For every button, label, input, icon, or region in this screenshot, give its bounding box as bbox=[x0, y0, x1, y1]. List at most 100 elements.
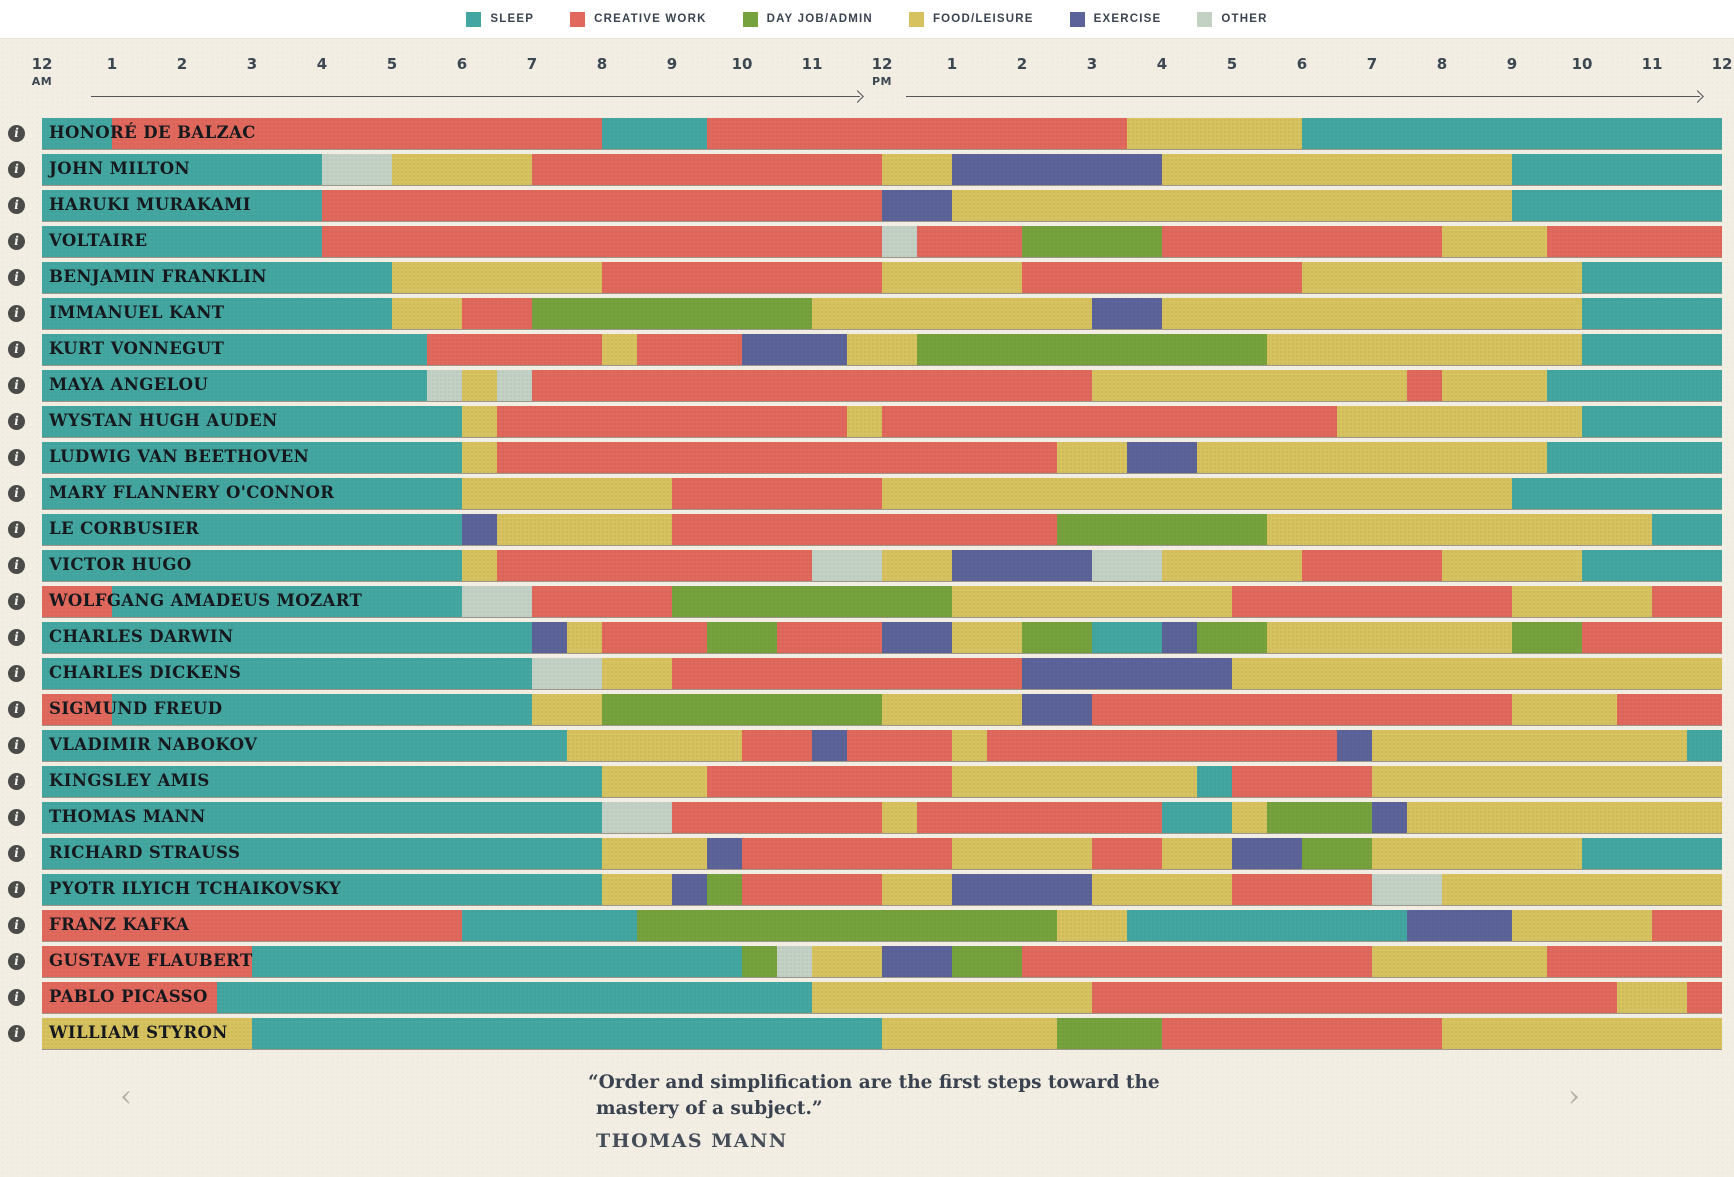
info-icon[interactable]: i bbox=[8, 701, 25, 718]
segment-sleep bbox=[1196, 766, 1232, 797]
segment-sleep bbox=[1651, 514, 1722, 545]
axis-hour-label: 12 PM bbox=[871, 55, 893, 89]
segment-food bbox=[951, 622, 1022, 653]
person-row: i KINGSLEY AMIS bbox=[0, 766, 1722, 798]
person-row: i PABLO PICASSO bbox=[0, 982, 1722, 1014]
segment-creative bbox=[916, 802, 1162, 833]
segment-other bbox=[461, 586, 532, 617]
segment-food bbox=[1231, 658, 1722, 689]
schedule-bar bbox=[42, 874, 1722, 906]
info-icon[interactable]: i bbox=[8, 953, 25, 970]
info-icon[interactable]: i bbox=[8, 521, 25, 538]
axis-hour-label: 11 bbox=[801, 55, 823, 73]
segment-food bbox=[1301, 262, 1582, 293]
axis-hour-label: 7 bbox=[526, 55, 538, 73]
info-icon[interactable]: i bbox=[8, 341, 25, 358]
segment-creative bbox=[1021, 946, 1372, 977]
info-icon[interactable]: i bbox=[8, 305, 25, 322]
person-row: i GUSTAVE FLAUBERT bbox=[0, 946, 1722, 978]
person-row: i BENJAMIN FRANKLIN bbox=[0, 262, 1722, 294]
segment-food bbox=[1161, 838, 1232, 869]
segment-exercise bbox=[1371, 802, 1407, 833]
schedule-bar bbox=[42, 262, 1722, 294]
segment-creative bbox=[1406, 370, 1442, 401]
info-icon[interactable]: i bbox=[8, 845, 25, 862]
segment-creative bbox=[776, 622, 882, 653]
segment-sleep bbox=[1511, 190, 1722, 221]
info-icon[interactable]: i bbox=[8, 1025, 25, 1042]
schedule-bar bbox=[42, 766, 1722, 798]
segment-sleep bbox=[1581, 298, 1722, 329]
segment-dayjob bbox=[671, 586, 952, 617]
info-icon[interactable]: i bbox=[8, 233, 25, 250]
axis-hour-label: 8 bbox=[1436, 55, 1448, 73]
segment-creative bbox=[602, 262, 882, 293]
segment-sleep bbox=[111, 694, 532, 725]
info-icon[interactable]: i bbox=[8, 917, 25, 934]
segment-creative bbox=[881, 406, 1337, 437]
segment-sleep bbox=[42, 442, 462, 473]
segment-sleep bbox=[1301, 118, 1722, 149]
segment-sleep bbox=[1581, 334, 1722, 365]
segment-sleep bbox=[1091, 622, 1162, 653]
info-icon[interactable]: i bbox=[8, 773, 25, 790]
daily-routines-chart: i HONORÉ DE BALZAC i JOHN MILTON i HARUKI MUR… bbox=[0, 118, 1734, 1050]
segment-food bbox=[951, 838, 1092, 869]
info-icon[interactable]: i bbox=[8, 629, 25, 646]
segment-food bbox=[951, 766, 1197, 797]
segment-food bbox=[881, 262, 1022, 293]
segment-food bbox=[1441, 1018, 1722, 1049]
segment-sleep bbox=[42, 550, 462, 581]
info-icon[interactable]: i bbox=[8, 161, 25, 178]
next-quote-arrow-icon[interactable]: › bbox=[1568, 1079, 1580, 1114]
segment-dayjob bbox=[1301, 838, 1372, 869]
info-icon[interactable]: i bbox=[8, 197, 25, 214]
info-icon[interactable]: i bbox=[8, 737, 25, 754]
creative-swatch-icon bbox=[570, 11, 586, 27]
info-icon[interactable]: i bbox=[8, 989, 25, 1006]
segment-food bbox=[882, 478, 1512, 509]
info-icon[interactable]: i bbox=[8, 413, 25, 430]
schedule-bar bbox=[42, 442, 1722, 474]
info-icon[interactable]: i bbox=[8, 377, 25, 394]
segment-creative bbox=[671, 658, 1022, 689]
info-icon[interactable]: i bbox=[8, 665, 25, 682]
segment-creative bbox=[42, 982, 217, 1013]
segment-creative bbox=[1651, 910, 1722, 941]
person-row: i CHARLES DARWIN bbox=[0, 622, 1722, 654]
info-icon[interactable]: i bbox=[8, 449, 25, 466]
segment-exercise bbox=[951, 154, 1162, 185]
axis-hour-label: 10 bbox=[1571, 55, 1593, 73]
segment-sleep bbox=[1546, 442, 1722, 473]
axis-hour-label: 1 bbox=[946, 55, 958, 73]
prev-quote-arrow-icon[interactable]: ‹ bbox=[120, 1079, 132, 1114]
schedule-bar bbox=[42, 334, 1722, 366]
food-swatch-icon bbox=[908, 11, 924, 27]
info-icon[interactable]: i bbox=[8, 881, 25, 898]
segment-sleep bbox=[42, 298, 392, 329]
person-row: i MARY FLANNERY O'CONNOR bbox=[0, 478, 1722, 510]
segment-dayjob bbox=[916, 334, 1267, 365]
legend-label: SLEEP bbox=[490, 13, 535, 25]
segment-other bbox=[811, 550, 882, 581]
segment-creative bbox=[636, 334, 742, 365]
segment-sleep bbox=[42, 190, 322, 221]
schedule-bar bbox=[42, 622, 1722, 654]
info-icon[interactable]: i bbox=[8, 125, 25, 142]
segment-sleep bbox=[42, 802, 602, 833]
info-icon[interactable]: i bbox=[8, 809, 25, 826]
info-icon[interactable]: i bbox=[8, 557, 25, 574]
segment-exercise bbox=[671, 874, 707, 905]
legend-item-food: FOOD/LEISURE bbox=[908, 11, 1034, 27]
segment-food bbox=[881, 874, 952, 905]
schedule-bar bbox=[42, 370, 1722, 402]
info-icon[interactable]: i bbox=[8, 485, 25, 502]
info-icon[interactable]: i bbox=[8, 593, 25, 610]
info-icon[interactable]: i bbox=[8, 269, 25, 286]
person-row: i HONORÉ DE BALZAC bbox=[0, 118, 1722, 150]
segment-sleep bbox=[1512, 478, 1722, 509]
segment-food bbox=[1441, 874, 1722, 905]
segment-creative bbox=[531, 586, 672, 617]
schedule-bar bbox=[42, 1018, 1722, 1050]
segment-creative bbox=[1686, 982, 1722, 1013]
